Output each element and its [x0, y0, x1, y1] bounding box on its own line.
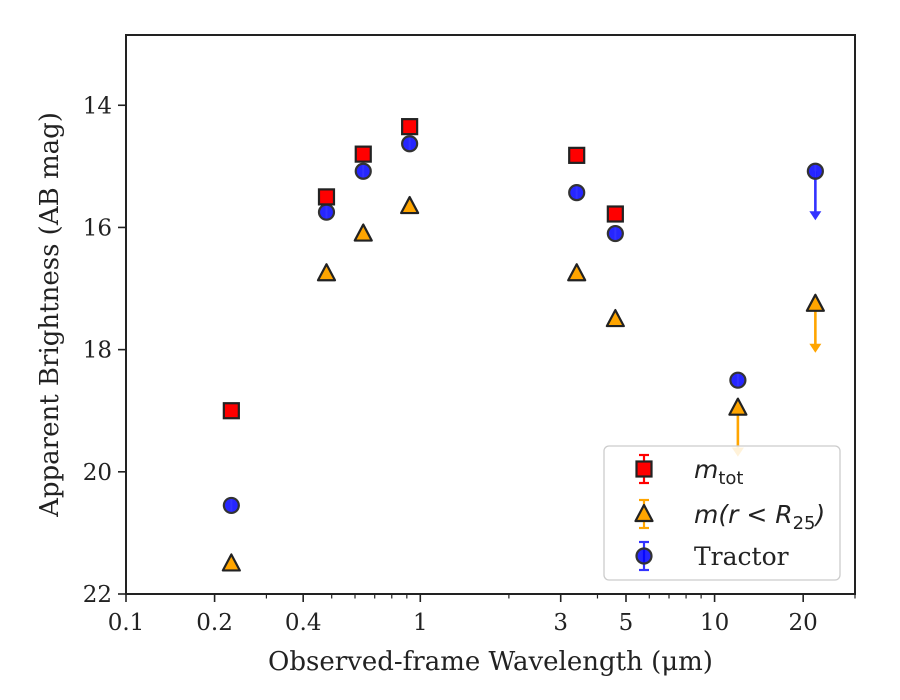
data-point-triangle [221, 553, 241, 572]
x-tick-label: 20 [789, 610, 818, 636]
data-point-triangle [728, 397, 748, 416]
data-point-triangle [805, 293, 825, 312]
data-point-triangle [353, 223, 373, 242]
legend: mtot m(r < R25) Tractor [603, 445, 841, 581]
legend-marker-triangle [634, 503, 654, 523]
legend-label: m(r < R25) [694, 500, 825, 534]
data-point-square [222, 402, 240, 420]
y-tick-label: 22 [83, 582, 112, 608]
x-tick-label: 0.4 [285, 610, 322, 636]
upper-limit-arrowhead [809, 343, 822, 353]
y-tick-label: 18 [83, 338, 112, 364]
x-tick-label: 0.1 [108, 610, 145, 636]
x-tick-label: 0.2 [196, 610, 233, 636]
data-point-square [354, 145, 372, 163]
data-point-square [401, 118, 419, 136]
legend-marker-square [635, 460, 653, 478]
y-tick-label: 16 [83, 215, 112, 241]
x-tick-label: 3 [553, 610, 568, 636]
x-tick-label: 5 [619, 610, 634, 636]
legend-marker-circle [635, 547, 653, 565]
legend-label: Tractor [694, 542, 789, 571]
axes: 0.1 0.2 0.4 1 3 5 10 20 14 16 18 20 22 [83, 93, 856, 636]
x-tick-label: 10 [700, 610, 729, 636]
legend-label: mtot [694, 455, 744, 489]
y-tick-label: 14 [83, 93, 112, 119]
data-point-square [317, 188, 336, 206]
y-tick-label: 20 [83, 460, 112, 486]
data-point-triangle [400, 195, 420, 215]
y-axis-label: Apparent Brightness (AB mag) [35, 112, 65, 518]
data-point-triangle [316, 263, 337, 282]
x-tick-label: 1 [413, 610, 428, 636]
legend-box [603, 445, 841, 581]
plot-area [221, 118, 825, 572]
data-point-triangle [605, 308, 625, 328]
data-point-square [606, 205, 624, 223]
upper-limit-arrowhead [809, 211, 822, 221]
data-point-square [568, 146, 586, 164]
axes-frame [125, 34, 856, 595]
data-point-triangle [567, 263, 587, 282]
x-axis-label: Observed-frame Wavelength (μm) [268, 647, 713, 677]
